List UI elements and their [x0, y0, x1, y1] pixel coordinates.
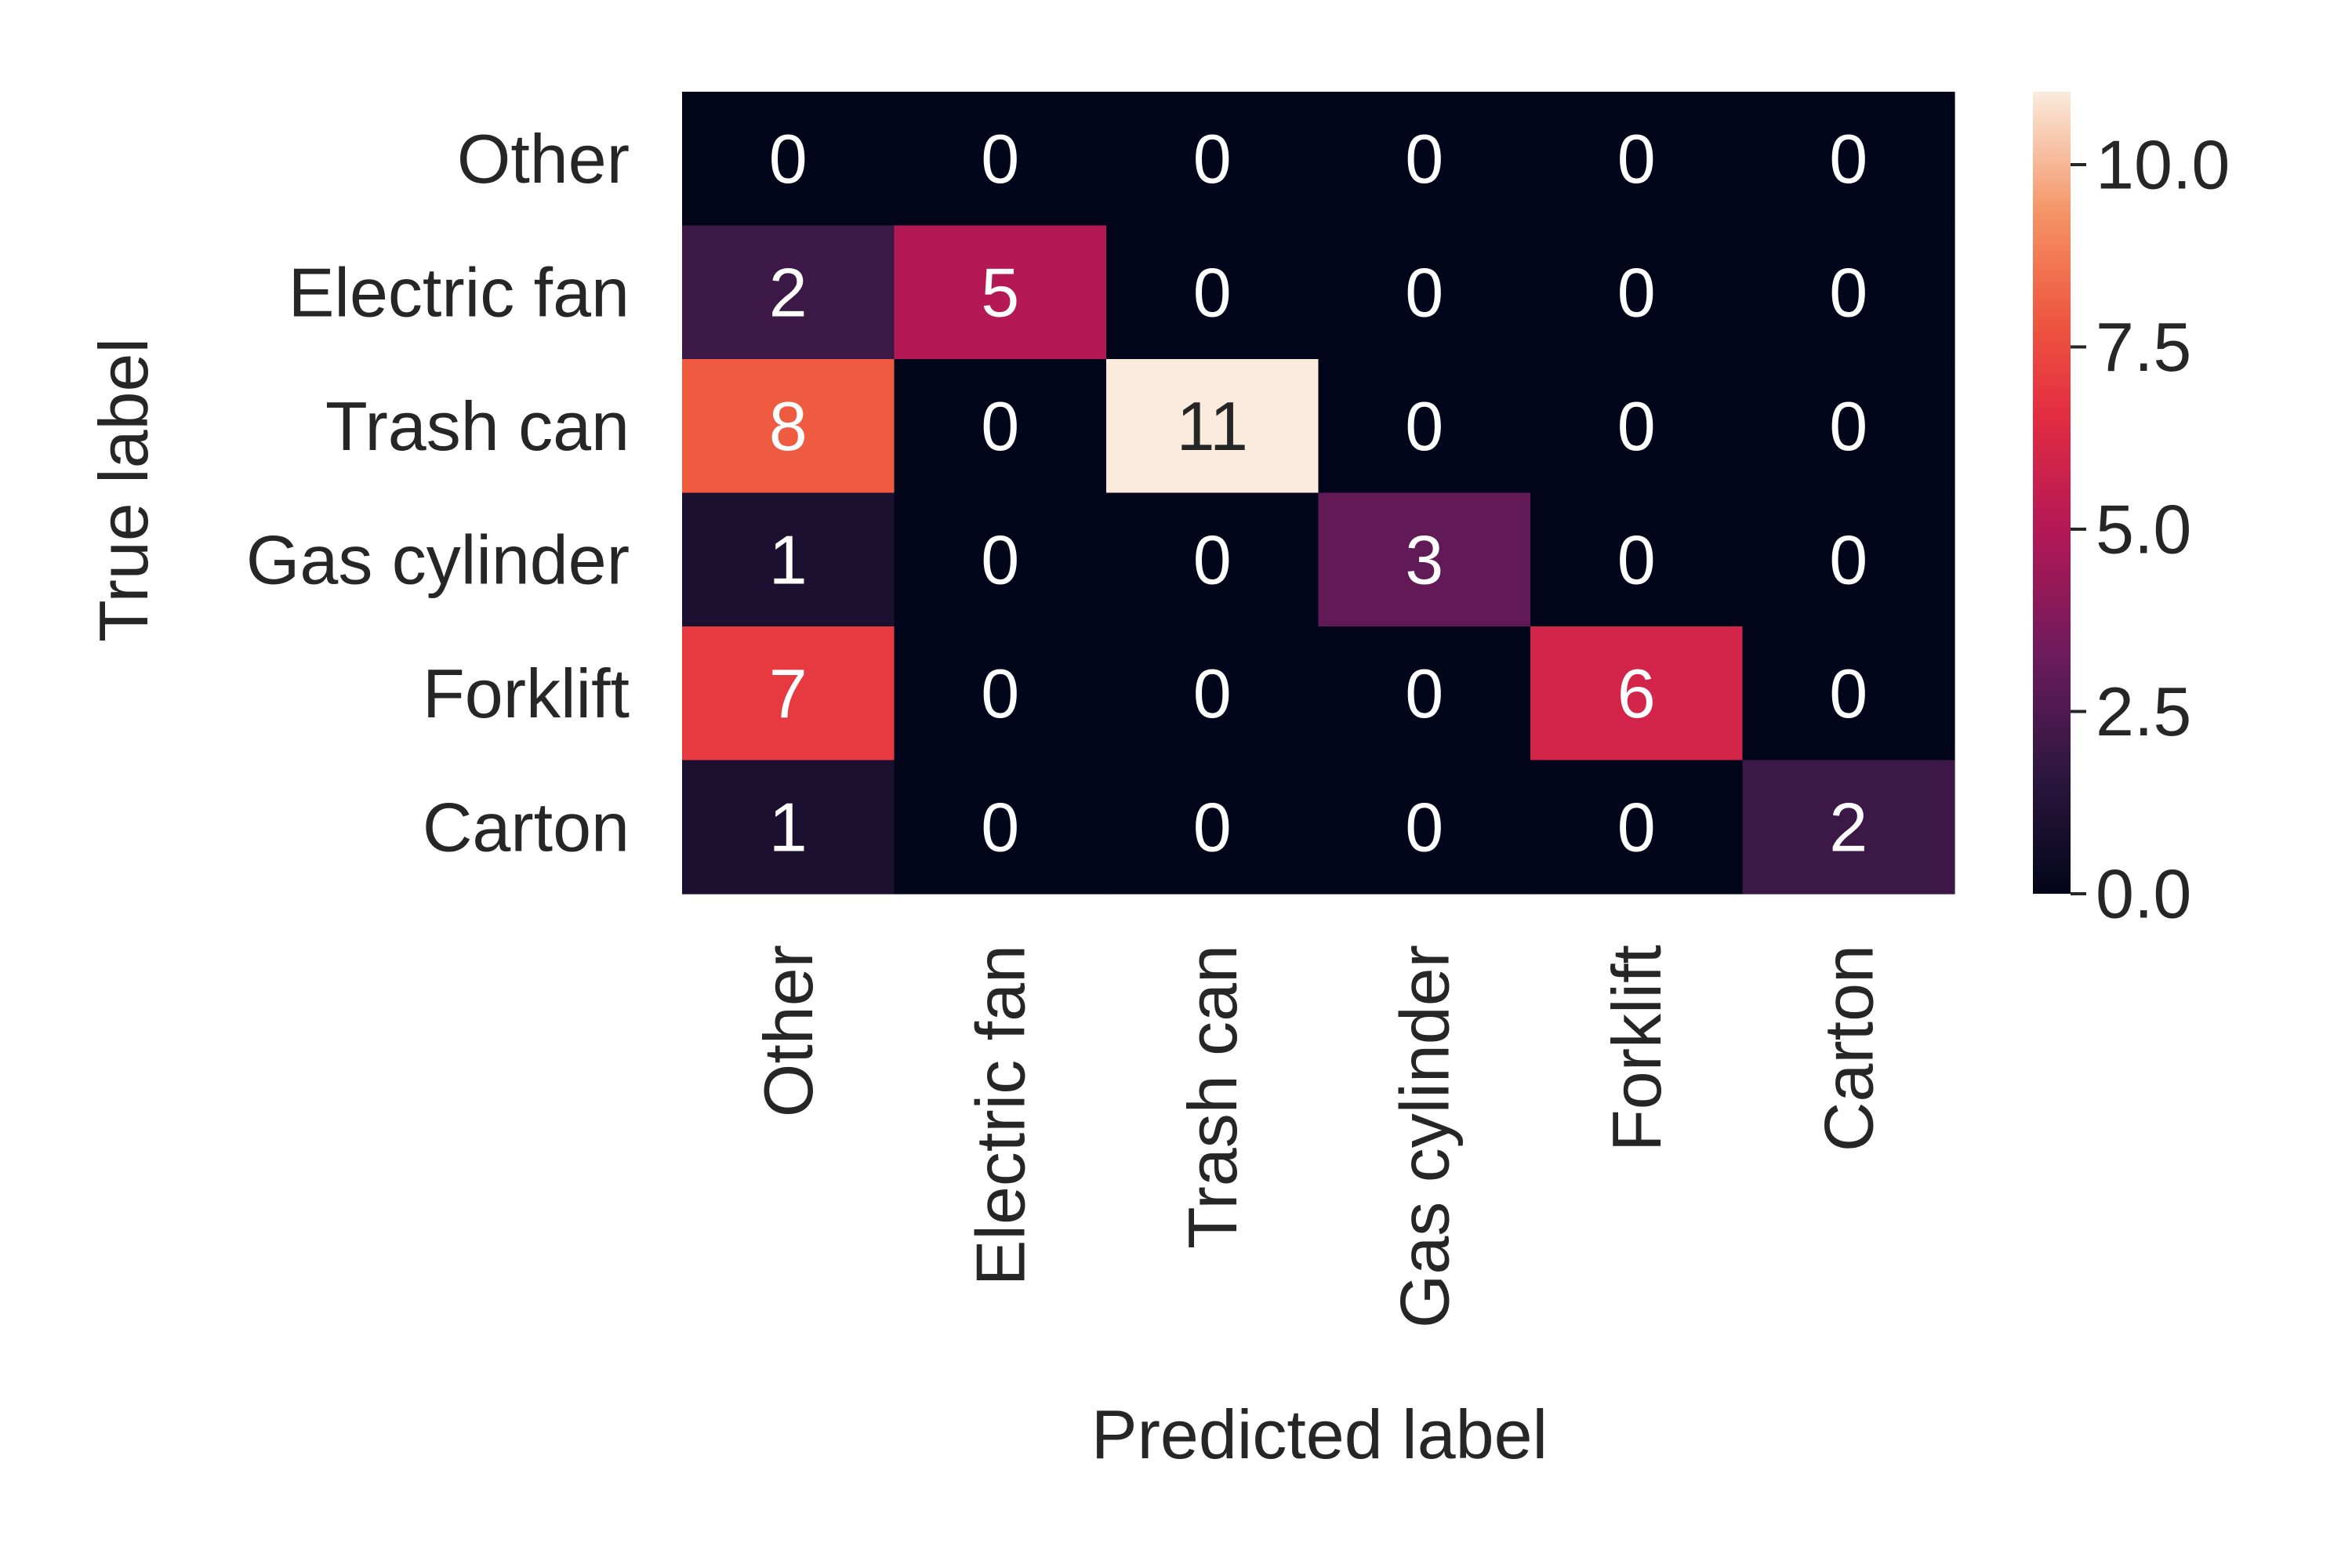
- cell-value-label: 0: [1829, 521, 1867, 598]
- y-tick-label: Gas cylinder: [246, 521, 630, 598]
- x-tick-labels: Other Electric fan Trash can Gas cylinder Fo…: [750, 945, 1888, 1328]
- x-tick-label: Carton: [1809, 945, 1887, 1152]
- heatmap-cell: [894, 225, 1107, 360]
- heatmap-cell: [1318, 492, 1531, 627]
- cell-value-label: 0: [1829, 387, 1867, 465]
- cell-value-label: 0: [1829, 120, 1867, 198]
- heatmap-cells: [682, 92, 1955, 895]
- heatmap-cell: [1530, 92, 1744, 227]
- heatmap-cell: [1106, 225, 1319, 360]
- heatmap-cell: [1530, 626, 1744, 761]
- heatmap-cell: [1742, 760, 1955, 895]
- cell-value-label: 0: [1617, 120, 1656, 198]
- heatmap-cell: [1530, 225, 1744, 360]
- cell-value-label: 0: [1405, 387, 1443, 465]
- heatmap-cell: [1318, 359, 1531, 494]
- heatmap-cell: [1530, 492, 1744, 627]
- heatmap-cell: [1318, 92, 1531, 227]
- heatmap-cell: [894, 359, 1107, 494]
- y-axis-label: True label: [85, 338, 162, 642]
- cell-value-label: 0: [981, 521, 1019, 598]
- heatmap-cell: [1106, 492, 1319, 627]
- colorbar-tick-label: 0.0: [2096, 855, 2191, 933]
- cell-value-label: 2: [1829, 788, 1867, 866]
- cell-value-label: 0: [1193, 120, 1232, 198]
- cell-value-label: 0: [1193, 253, 1232, 331]
- heatmap-cell: [1530, 760, 1744, 895]
- heatmap-cell: [682, 492, 895, 627]
- heatmap-cell: [1106, 92, 1319, 227]
- cell-value-label: 7: [769, 655, 808, 732]
- heatmap-cell: [682, 626, 895, 761]
- cell-value-label: 0: [1405, 788, 1443, 866]
- x-tick-label: Other: [750, 945, 827, 1117]
- cell-value-label: 2: [769, 253, 808, 331]
- cell-value-label: 5: [981, 253, 1019, 331]
- colorbar: [2033, 92, 2071, 894]
- heatmap-cell: [1106, 359, 1319, 494]
- heatmap-cell: [682, 760, 895, 895]
- x-tick-label: Forklift: [1598, 945, 1675, 1152]
- cell-value-label: 0: [1829, 253, 1867, 331]
- cell-value-label: 0: [1617, 521, 1656, 598]
- cell-value-label: 8: [769, 387, 808, 465]
- x-tick-label: Gas cylinder: [1385, 945, 1463, 1328]
- cell-value-label: 0: [981, 120, 1019, 198]
- heatmap-cell: [1742, 492, 1955, 627]
- heatmap-cell: [1742, 225, 1955, 360]
- heatmap-cell: [682, 92, 895, 227]
- x-tick-label: Electric fan: [961, 945, 1039, 1286]
- y-tick-label: Carton: [423, 788, 630, 866]
- heatmap-cell: [682, 359, 895, 494]
- heatmap-cell: [1742, 359, 1955, 494]
- cell-value-label: 1: [769, 788, 808, 866]
- heatmap-cell: [1318, 225, 1531, 360]
- cell-value-label: 0: [1617, 253, 1656, 331]
- cell-value-label: 0: [769, 120, 808, 198]
- colorbar-tick-label: 7.5: [2096, 308, 2191, 386]
- y-tick-labels: Other Electric fan Trash can Gas cylinder Fo…: [246, 120, 630, 866]
- cell-value-label: 0: [1617, 387, 1656, 465]
- heatmap-cell: [1318, 760, 1531, 895]
- colorbar-tick-label: 10.0: [2096, 126, 2230, 204]
- cell-value-label: 0: [1193, 788, 1232, 866]
- cell-value-label: 0: [1829, 655, 1867, 732]
- heatmap-cell: [682, 225, 895, 360]
- cell-value-label: 0: [981, 387, 1019, 465]
- cell-value-label: 11: [1177, 387, 1248, 465]
- cell-value-label: 0: [1405, 253, 1443, 331]
- cell-value-label: 0: [1617, 788, 1656, 866]
- heatmap-cell: [1106, 760, 1319, 895]
- x-tick-label: Trash can: [1174, 945, 1251, 1249]
- y-tick-label: Trash can: [325, 387, 630, 465]
- cell-value-label: 0: [1193, 655, 1232, 732]
- cell-value-label: 0: [981, 788, 1019, 866]
- x-axis-label: Predicted label: [1091, 1396, 1548, 1473]
- heatmap-cell: [1530, 359, 1744, 494]
- heatmap-cell: [894, 760, 1107, 895]
- y-tick-label: Other: [457, 120, 630, 198]
- cell-value-label: 6: [1617, 655, 1656, 732]
- heatmap-cell: [1106, 626, 1319, 761]
- heatmap-cell: [1742, 92, 1955, 227]
- heatmap-cell: [894, 626, 1107, 761]
- y-tick-label: Electric fan: [289, 253, 630, 331]
- cell-value-label: 3: [1405, 521, 1443, 598]
- cell-value-label: 0: [1405, 655, 1443, 732]
- heatmap-cell: [1318, 626, 1531, 761]
- cell-value-label: 0: [1193, 521, 1232, 598]
- heatmap-cell: [894, 492, 1107, 627]
- colorbar-tick-label: 5.0: [2096, 491, 2191, 568]
- heatmap-cell: [894, 92, 1107, 227]
- cell-value-label: 0: [1405, 120, 1443, 198]
- cell-value-label: 1: [769, 521, 808, 598]
- colorbar-tick-label: 2.5: [2096, 673, 2191, 750]
- cell-annotations: 0 0 0 0 0 0 2 5 0 0 0 0 8 0 11 0 0 0 1 0 0 3 0 0 7 0 0 0 6 0 1 0 0 0 0 2: [769, 120, 1867, 866]
- colorbar-ticks: 0.0 2.5 5.0 7.5 10.0: [2071, 126, 2230, 933]
- cell-value-label: 0: [981, 655, 1019, 732]
- y-tick-label: Forklift: [423, 655, 630, 732]
- heatmap-cell: [1742, 626, 1955, 761]
